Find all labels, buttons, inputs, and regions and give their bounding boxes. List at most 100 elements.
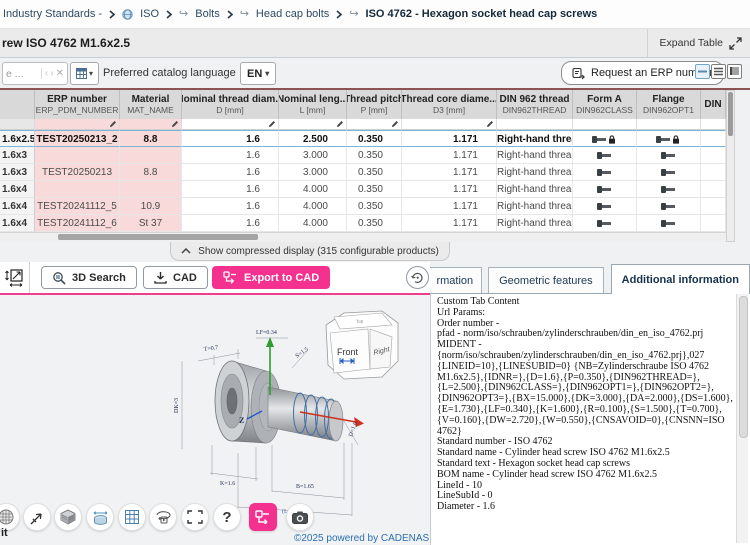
view-mode-dense-button[interactable] — [727, 64, 742, 79]
language-select[interactable]: EN ▾ — [240, 62, 277, 85]
navigation-cube[interactable]: Front Right Top — [325, 310, 399, 380]
show-compressed-display-button[interactable]: Show compressed display (315 configurabl… — [170, 242, 450, 261]
pointer-tool-button[interactable] — [23, 503, 51, 531]
export-to-cad-button[interactable]: Export to CAD — [212, 266, 331, 289]
breadcrumb-head-cap-bolts[interactable]: Head cap bolts — [255, 8, 330, 20]
additional-information-content: Custom Tab Content Url Params: Order num… — [437, 296, 733, 513]
flange-cell — [637, 181, 701, 198]
l-cell: 3.000 — [279, 164, 347, 181]
column-header-flange[interactable]: Flange DIN962OPT1 — [637, 90, 701, 119]
solid-view-button[interactable] — [54, 503, 82, 531]
filter-cell-l[interactable] — [279, 119, 347, 130]
column-title: Thread pitch — [347, 94, 402, 105]
tab-additional-information[interactable]: Additional information — [610, 264, 750, 294]
horizontal-scrollbar[interactable] — [0, 232, 726, 242]
column-header-p[interactable]: Thread pitch P [mm] — [347, 90, 402, 119]
cadenas-copyright-link[interactable]: ©2025 powered by CADENAS — [294, 533, 430, 544]
column-header-din[interactable]: DIN — [701, 90, 726, 119]
pencil-icon — [337, 121, 343, 127]
view-mode-compact-button[interactable] — [695, 64, 710, 79]
l-cell: 4.000 — [279, 198, 347, 215]
reset-view-button[interactable] — [406, 266, 429, 289]
filter-cell-p[interactable] — [347, 119, 402, 130]
d3-cell: 1.171 — [402, 147, 497, 164]
help-button[interactable]: ? — [213, 503, 241, 531]
tab-information[interactable]: rmation — [430, 267, 483, 293]
screenshot-button[interactable] — [286, 503, 314, 531]
filter-cell-material[interactable] — [120, 119, 182, 130]
column-header-material[interactable]: Material MAT_NAME — [120, 90, 182, 119]
tab-geometric-features[interactable]: Geometric features — [488, 267, 604, 293]
mesh-display-button[interactable] — [0, 503, 20, 531]
expand-table-button[interactable]: Expand Table — [646, 29, 742, 57]
column-header-l[interactable]: Nominal leng... L [mm] — [279, 90, 347, 119]
nav-cube-front-label[interactable]: Front — [337, 347, 359, 357]
filter-cell-flange[interactable] — [637, 119, 701, 130]
screw-shaft-end — [328, 400, 344, 442]
table-row[interactable]: 1.6x4 TEST20241112_5 10.9 1.6 4.000 0.35… — [0, 198, 726, 215]
table-view-dropdown[interactable]: ▾ — [70, 62, 99, 85]
panel-scrollbar-thumb[interactable] — [739, 296, 748, 438]
turntable-button[interactable] — [149, 503, 177, 531]
column-title: Nominal leng... — [279, 94, 347, 105]
viewer-canvas[interactable]: Z T=0.7 LF=0.34 S=1.5 DK=3 K=1.6 B=1.65 … — [0, 295, 430, 545]
filter-cell-d[interactable] — [182, 119, 279, 130]
column-title: ERP number — [47, 94, 107, 105]
request-erp-number-button[interactable]: Request an ERP number — [561, 61, 725, 85]
search-prev-icon[interactable]: ‹ — [44, 68, 49, 79]
column-subtitle: D [mm] — [216, 105, 244, 115]
tab-label: rmation — [436, 274, 474, 287]
single-row-icon — [698, 70, 707, 73]
search-next-icon[interactable]: › — [50, 68, 54, 79]
measure-part-button[interactable] — [86, 503, 114, 531]
filter-cell-din[interactable] — [701, 119, 726, 130]
search-clear-icon[interactable]: ✕ — [55, 68, 64, 79]
table-row[interactable]: 1.6x3 TEST20250213 8.8 1.6 3.000 0.350 1… — [0, 164, 726, 181]
table-grid-icon — [75, 68, 87, 79]
dim-t: T=0.7 — [203, 345, 218, 353]
vertical-scrollbar-thumb[interactable] — [728, 92, 733, 136]
table-row[interactable]: 1.6x4 1.6 4.000 0.350 1.171 Right-hand t… — [0, 181, 726, 198]
column-header-form-a[interactable]: Form A DIN962CLASS — [573, 90, 637, 119]
cad-download-button[interactable]: CAD — [143, 266, 208, 289]
divider — [0, 88, 750, 90]
filter-cell-thread[interactable] — [497, 119, 573, 130]
column-header-erp[interactable]: ERP number ERP_PDM_NUMBER — [35, 90, 120, 119]
fit-view-button[interactable] — [0, 262, 30, 293]
erp-cell: TEST20241112_6 — [35, 215, 120, 232]
screw-option-icon — [596, 151, 611, 159]
measure-icon — [339, 357, 355, 365]
export-tool-button[interactable] — [249, 503, 277, 531]
vertical-scrollbar[interactable] — [726, 90, 735, 242]
horizontal-scrollbar-thumb[interactable] — [58, 234, 258, 240]
zoom-fit-button[interactable] — [181, 503, 209, 531]
breadcrumb-iso[interactable]: ISO — [140, 8, 160, 20]
thread-cell: Right-hand thread — [497, 215, 573, 232]
flange-cell — [637, 147, 701, 164]
compressed-display-label: Show compressed display (315 configurabl… — [198, 245, 439, 257]
table-row[interactable]: 1.6x2.5 TEST20250213_2 8.8 1.6 2.500 0.3… — [0, 130, 726, 147]
panel-scrollbar[interactable] — [736, 293, 748, 543]
nav-cube-right-label[interactable]: Right — [373, 346, 392, 357]
chevron-right-icon — [336, 9, 343, 19]
filter-cell-erp[interactable] — [35, 119, 120, 130]
3d-search-button[interactable]: 3D Search — [41, 266, 137, 289]
table-row[interactable]: 1.6x3 1.6 3.000 0.350 1.171 Right-hand t… — [0, 147, 726, 164]
breadcrumb-industry-standards[interactable]: Industry Standards - — [3, 8, 103, 20]
filter-cell-form-a[interactable] — [573, 119, 637, 130]
view-mode-list-button[interactable] — [711, 64, 726, 79]
chevron-right-icon — [166, 9, 173, 19]
breadcrumb-iso-4762[interactable]: ISO 4762 - Hexagon socket head cap screw… — [365, 8, 598, 20]
column-header-d3[interactable]: Thread core diame... D3 [mm] — [402, 90, 497, 119]
column-header-thread[interactable]: DIN 962 thread DIN962THREAD — [497, 90, 573, 119]
search-input[interactable]: e ... ‹ › ✕ — [2, 62, 68, 85]
breadcrumb-bolts[interactable]: Bolts — [195, 8, 220, 20]
chevron-down-icon: ▾ — [265, 68, 270, 78]
table-config-button[interactable] — [118, 503, 146, 531]
filter-cell-d3[interactable] — [402, 119, 497, 130]
grid-table-icon — [125, 510, 139, 524]
table-row[interactable]: 1.6x4 TEST20241112_6 St 37 1.6 4.000 0.3… — [0, 215, 726, 232]
nav-cube-top-label[interactable]: Top — [356, 318, 364, 324]
column-title: Thread core diame... — [402, 94, 497, 105]
column-header-d[interactable]: Nominal thread diam... D [mm] — [182, 90, 279, 119]
